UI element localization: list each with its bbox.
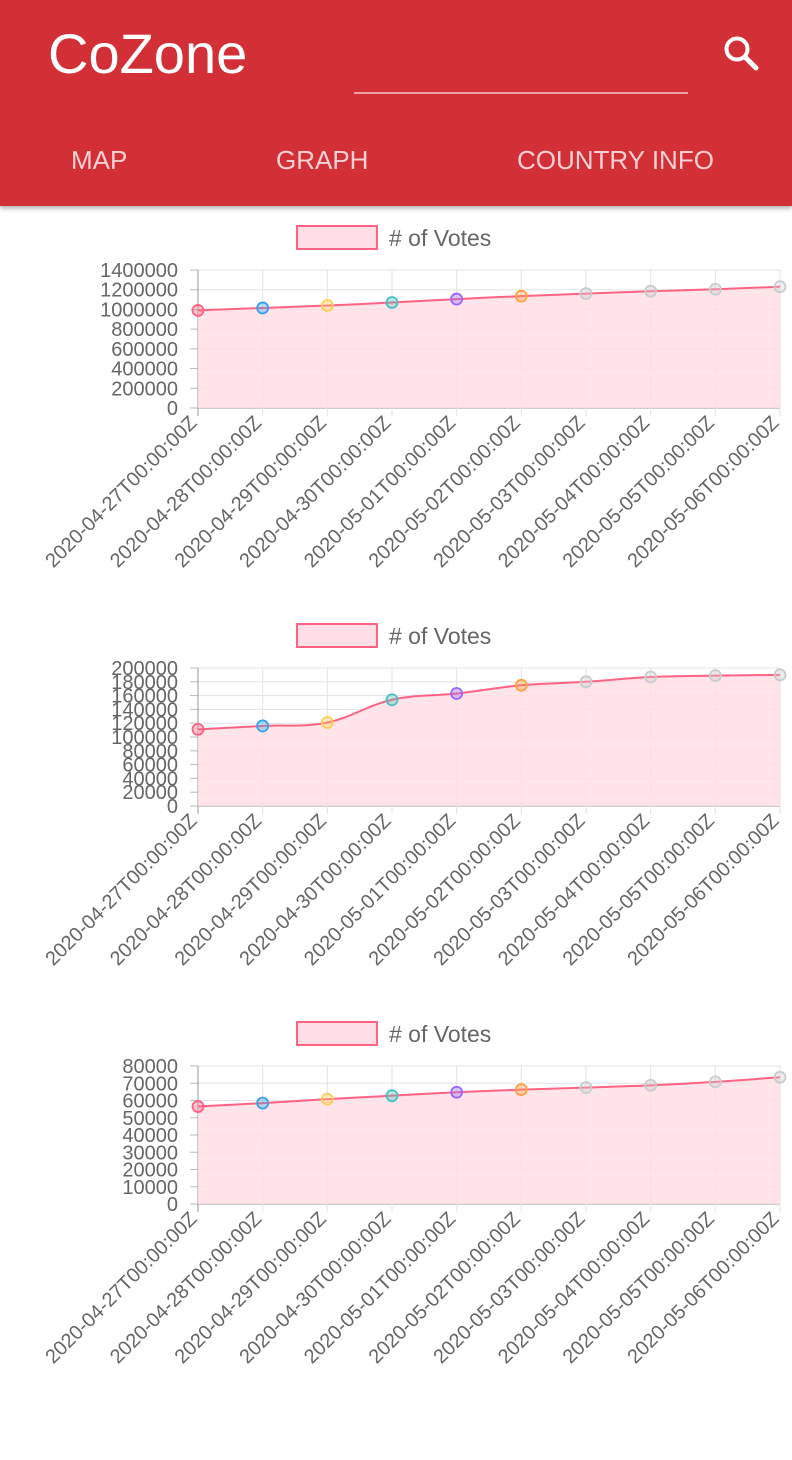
data-point[interactable] <box>320 299 334 312</box>
series-line <box>197 285 781 312</box>
votes-chart-3: # of Votes 010000200003000040000500006000… <box>41 1021 787 1368</box>
data-point[interactable] <box>256 1096 270 1110</box>
votes-chart-2: # of Votes 020000400006000080000100000120… <box>41 623 787 970</box>
y-tick-label: 30000 <box>122 1142 178 1164</box>
data-point[interactable] <box>579 675 593 689</box>
tab-country-info[interactable]: COUNTRY INFO <box>517 145 714 175</box>
data-point[interactable] <box>579 287 593 301</box>
votes-chart-1: # of Votes 020000040000060000080000010000… <box>41 225 787 572</box>
series-line <box>197 1076 781 1108</box>
data-point[interactable] <box>256 719 270 733</box>
data-point[interactable] <box>773 668 787 682</box>
y-tick-label: 50000 <box>122 1108 178 1130</box>
data-point[interactable] <box>644 670 658 684</box>
data-point[interactable] <box>191 723 205 736</box>
legend-swatch[interactable] <box>296 225 378 250</box>
data-point[interactable] <box>773 280 787 294</box>
data-point[interactable] <box>708 282 722 296</box>
series-area <box>198 286 780 408</box>
y-tick-label: 1000000 <box>100 299 178 321</box>
data-point[interactable] <box>385 1089 399 1103</box>
data-point[interactable] <box>320 1092 334 1106</box>
data-point[interactable] <box>191 1100 205 1113</box>
legend-label: # of Votes <box>389 225 491 251</box>
y-tick-label: 80000 <box>122 741 178 763</box>
search-underline <box>354 92 688 94</box>
data-point[interactable] <box>579 1081 593 1094</box>
data-point[interactable] <box>385 693 399 707</box>
data-point[interactable] <box>256 301 270 315</box>
series-line <box>197 673 781 731</box>
search-icon <box>724 36 759 71</box>
y-tick-label: 60000 <box>122 1091 178 1113</box>
legend-swatch[interactable] <box>296 1021 378 1046</box>
y-tick-label: 0 <box>167 398 178 420</box>
y-tick-label: 160000 <box>111 686 178 708</box>
app-bar: CoZone MAP GRAPH COUNTRY INFO <box>0 0 792 206</box>
y-tick-label: 200000 <box>111 658 178 680</box>
search-input[interactable] <box>354 50 692 92</box>
y-tick-label: 1200000 <box>100 280 178 302</box>
data-point[interactable] <box>191 304 205 317</box>
y-tick-label: 70000 <box>122 1073 178 1095</box>
y-tick-label: 180000 <box>111 672 178 694</box>
y-tick-label: 0 <box>167 1194 178 1216</box>
data-point[interactable] <box>644 284 658 298</box>
y-tick-label: 80000 <box>122 1056 178 1078</box>
data-point[interactable] <box>644 1078 658 1092</box>
y-tick-label: 400000 <box>111 359 178 381</box>
y-tick-label: 0 <box>167 796 178 818</box>
data-point[interactable] <box>514 1083 528 1097</box>
tab-graph[interactable]: GRAPH <box>276 145 369 175</box>
legend-label: # of Votes <box>389 1021 491 1047</box>
y-tick-label: 120000 <box>111 713 178 735</box>
app-title: CoZone <box>48 22 248 85</box>
data-point[interactable] <box>320 716 334 729</box>
y-tick-label: 40000 <box>122 1125 178 1147</box>
data-point[interactable] <box>450 1085 464 1099</box>
y-tick-label: 100000 <box>111 727 178 749</box>
y-tick-label: 200000 <box>111 378 178 400</box>
series-area <box>198 674 780 806</box>
y-tick-label: 40000 <box>122 768 178 790</box>
search-button[interactable] <box>718 30 764 76</box>
series-area <box>198 1077 780 1204</box>
data-point[interactable] <box>514 289 528 303</box>
y-tick-label: 600000 <box>111 339 178 361</box>
data-point[interactable] <box>514 678 528 692</box>
data-point[interactable] <box>708 1075 722 1089</box>
y-tick-label: 20000 <box>122 782 178 804</box>
data-point[interactable] <box>385 296 399 309</box>
y-tick-label: 60000 <box>122 755 178 777</box>
y-tick-label: 140000 <box>111 699 178 721</box>
y-tick-label: 10000 <box>122 1177 178 1199</box>
legend-label: # of Votes <box>389 623 491 649</box>
y-tick-label: 20000 <box>122 1160 178 1182</box>
data-point[interactable] <box>450 292 464 306</box>
y-tick-label: 800000 <box>111 319 178 341</box>
tab-map[interactable]: MAP <box>71 145 128 175</box>
data-point[interactable] <box>773 1070 787 1084</box>
data-point[interactable] <box>708 669 722 682</box>
data-point[interactable] <box>450 687 464 700</box>
legend-swatch[interactable] <box>296 623 378 648</box>
y-tick-label: 1400000 <box>100 260 178 282</box>
